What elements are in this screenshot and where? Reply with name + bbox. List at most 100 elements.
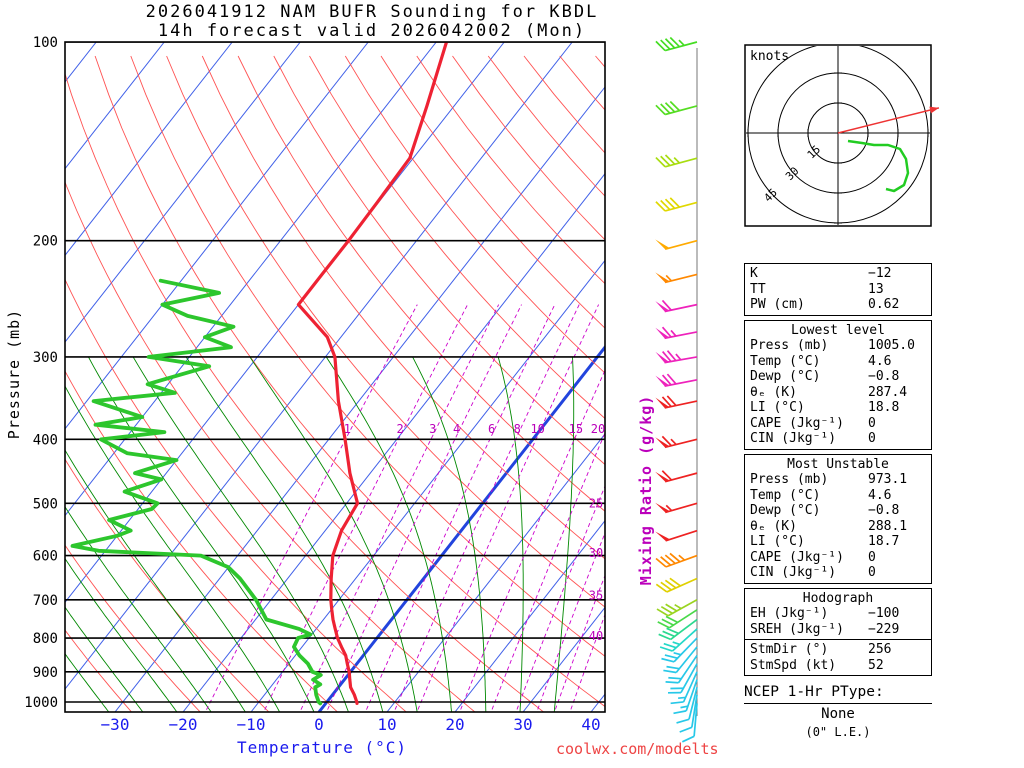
wind-barb bbox=[664, 331, 698, 340]
mixing-ratio-line bbox=[299, 304, 500, 712]
moist-adiabat bbox=[65, 606, 144, 712]
stat-value: 973.1 bbox=[868, 472, 908, 487]
hodograph-stats-panel: Hodograph EH (Jkg⁻¹) −100 SREH (Jkg⁻¹) −22… bbox=[744, 587, 932, 676]
stat-row: θₑ (K) 288.1 bbox=[750, 519, 926, 535]
wind-barb-feather bbox=[664, 102, 676, 113]
temperature-tick-label: 10 bbox=[377, 715, 396, 734]
wind-barb-feather bbox=[661, 326, 672, 338]
lowest-level-panel: Lowest level Press (mb) 1005.0 Temp (°C) 4… bbox=[744, 319, 932, 450]
chart-title: 2026041912 NAM BUFR Sounding for KBDL bbox=[145, 2, 599, 22]
wind-barb-flag bbox=[655, 351, 670, 363]
wind-barb-feather bbox=[662, 630, 675, 638]
wind-barb bbox=[664, 41, 698, 52]
stat-row: CIN (Jkg⁻¹) 0 bbox=[750, 431, 926, 447]
stat-label: SREH (Jkg⁻¹) bbox=[750, 621, 844, 637]
stat-value: −100 bbox=[868, 606, 900, 621]
wind-barb-half bbox=[674, 603, 682, 610]
stat-label: LI (°C) bbox=[750, 400, 805, 415]
storm-motion-arrowhead bbox=[929, 106, 939, 114]
wind-barb-feather bbox=[679, 726, 693, 733]
moist-adiabat bbox=[132, 356, 349, 712]
temperature-tick-label: −10 bbox=[237, 715, 266, 734]
hodograph-ring bbox=[777, 72, 899, 194]
wind-barb-feather bbox=[664, 654, 678, 660]
wind-barb bbox=[670, 618, 698, 641]
dry-adiabat bbox=[309, 55, 605, 420]
stat-value: 4.6 bbox=[868, 353, 892, 369]
stat-value: 0 bbox=[868, 549, 876, 565]
wind-barb-feather bbox=[673, 710, 687, 715]
stat-row: Press (mb) 1005.0 bbox=[750, 338, 926, 354]
indices-panel: K −12 TT 13 PW (cm) 0.62 bbox=[744, 263, 932, 316]
wind-barb-feather bbox=[658, 633, 671, 641]
wind-barb-feather bbox=[661, 618, 674, 626]
wind-barb-half bbox=[670, 329, 677, 337]
wind-barb-half bbox=[678, 554, 686, 561]
stat-value: 4.6 bbox=[868, 487, 892, 503]
stat-value: 1005.0 bbox=[868, 338, 915, 353]
wind-barb-half bbox=[673, 652, 682, 656]
wind-barb bbox=[693, 703, 698, 737]
mixing-ratio-label: 6 bbox=[488, 422, 495, 436]
wind-barb-feather bbox=[664, 38, 676, 49]
wind-barb bbox=[665, 554, 698, 568]
pressure-tick-label: 600 bbox=[33, 549, 58, 565]
mixing-ratio-line bbox=[393, 304, 580, 712]
dry-adiabat bbox=[452, 55, 605, 241]
wind-barb-feather bbox=[655, 104, 666, 116]
stat-row: StmSpd (kt) 52 bbox=[750, 658, 926, 674]
pressure-tick-label: 1000 bbox=[24, 695, 58, 711]
moist-adiabat bbox=[412, 356, 487, 712]
mixing-ratio-label: 4 bbox=[453, 422, 460, 436]
stat-value: −12 bbox=[868, 266, 892, 281]
pressure-tick-label: 200 bbox=[33, 234, 58, 250]
wind-barb-feather bbox=[665, 681, 679, 684]
wind-barb-feather bbox=[668, 676, 682, 680]
wind-barb-feather bbox=[661, 299, 672, 311]
wind-barb bbox=[682, 671, 698, 703]
wind-barb bbox=[664, 379, 698, 387]
stat-label: Dewp (°C) bbox=[750, 369, 821, 384]
wind-barb-half bbox=[678, 39, 685, 47]
mixing-ratio-label: 25 bbox=[589, 496, 603, 510]
moist-adiabat bbox=[65, 505, 212, 712]
wind-barb bbox=[685, 679, 698, 712]
wind-barb bbox=[664, 400, 698, 409]
isotherm bbox=[65, 42, 369, 430]
pressure-tick-label: 900 bbox=[33, 665, 58, 681]
dry-adiabat bbox=[65, 458, 270, 712]
mixing-ratio-label: 15 bbox=[569, 422, 583, 436]
wind-barb-feather bbox=[669, 197, 681, 208]
ptype-note: (0" L.E.) bbox=[805, 725, 871, 739]
wind-barb-flag bbox=[655, 239, 670, 250]
mixing-ratio-line bbox=[263, 304, 468, 712]
isotherm bbox=[65, 42, 505, 604]
moist-adiabat bbox=[65, 449, 246, 712]
stat-value: 288.1 bbox=[868, 518, 908, 534]
stat-label: Temp (°C) bbox=[750, 487, 821, 503]
moist-adiabat bbox=[553, 356, 575, 712]
dewpoint-trace bbox=[70, 278, 323, 706]
wind-barb bbox=[668, 609, 698, 629]
stat-label: TT bbox=[750, 281, 766, 297]
wind-barb-feather bbox=[656, 608, 669, 617]
pressure-tick-label: 400 bbox=[33, 432, 58, 448]
pressure-tick-label: 700 bbox=[33, 593, 58, 609]
panel-title: Most Unstable bbox=[787, 456, 889, 472]
stat-value: 0.62 bbox=[868, 297, 900, 312]
mixing-ratio-label: 20 bbox=[591, 422, 605, 436]
stat-label: StmSpd (kt) bbox=[750, 657, 837, 673]
dry-adiabat bbox=[94, 55, 605, 708]
stat-row: SREH (Jkg⁻¹) −229 bbox=[750, 622, 926, 638]
wind-barb-feather bbox=[670, 701, 684, 705]
stat-row: EH (Jkg⁻¹) −100 bbox=[750, 606, 926, 622]
isotherm bbox=[65, 42, 233, 257]
mixing-ratio-line bbox=[204, 304, 418, 712]
wind-barb-column bbox=[655, 36, 698, 743]
panel-title: Lowest level bbox=[791, 322, 885, 338]
ptype-title: NCEP 1-Hr PType: bbox=[744, 684, 884, 700]
stat-value: 287.4 bbox=[868, 384, 908, 400]
ptype-block: NCEP 1-Hr PType: None (0" L.E.) bbox=[744, 684, 932, 739]
temperature-tick-label: −20 bbox=[169, 715, 198, 734]
most-unstable-panel: Most Unstable Press (mb) 973.1 Temp (°C) 4… bbox=[744, 453, 932, 584]
